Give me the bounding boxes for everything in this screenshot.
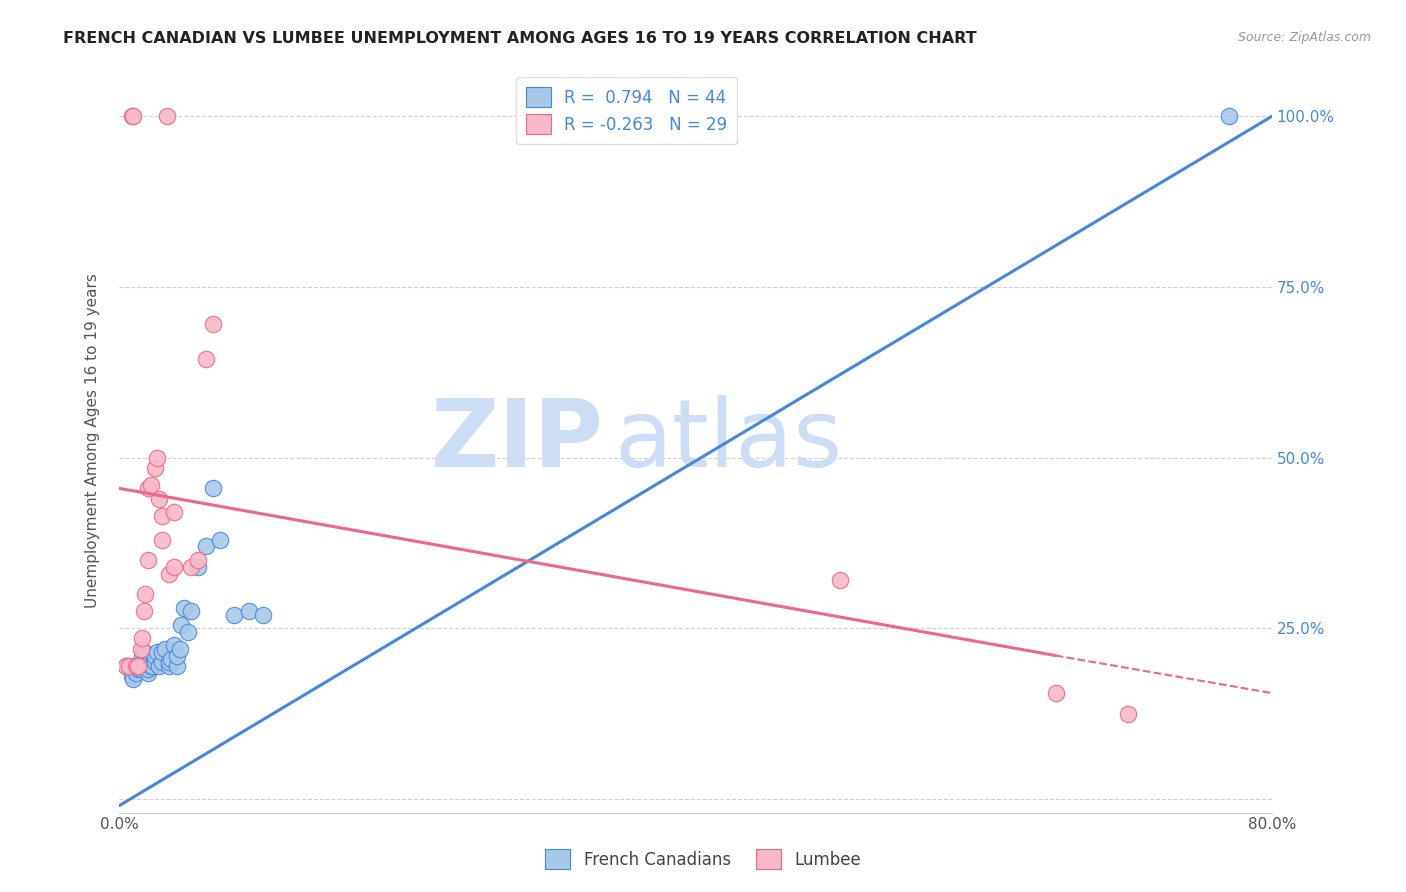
Point [143, 648, 166, 663]
Point [252, 607, 274, 622]
Point [129, 662, 152, 676]
Point [131, 632, 153, 646]
Point [150, 533, 173, 547]
Point [163, 638, 186, 652]
Point [148, 491, 170, 506]
Point [150, 645, 173, 659]
Point [145, 645, 167, 659]
Point [159, 658, 181, 673]
Y-axis label: Unemployment Among Ages 16 to 19 years: Unemployment Among Ages 16 to 19 years [86, 273, 100, 608]
Point [187, 559, 209, 574]
Point [169, 641, 191, 656]
Point [208, 533, 231, 547]
Point [121, 669, 143, 683]
Point [166, 658, 188, 673]
Point [194, 351, 217, 366]
Point [194, 539, 217, 553]
Point [136, 662, 159, 676]
Point [127, 658, 149, 673]
Legend: French Canadians, Lumbee: French Canadians, Lumbee [536, 838, 870, 880]
Point [201, 318, 224, 332]
Point [180, 559, 202, 574]
Point [136, 553, 159, 567]
Point [160, 652, 183, 666]
Point [1218, 109, 1240, 123]
Text: ZIP: ZIP [430, 394, 603, 486]
Text: atlas: atlas [614, 394, 844, 486]
Point [201, 481, 224, 495]
Point [155, 109, 177, 123]
Point [148, 658, 170, 673]
Text: FRENCH CANADIAN VS LUMBEE UNEMPLOYMENT AMONG AGES 16 TO 19 YEARS CORRELATION CHA: FRENCH CANADIAN VS LUMBEE UNEMPLOYMENT A… [63, 31, 977, 46]
Point [134, 658, 156, 673]
Point [121, 109, 143, 123]
Point [1045, 686, 1067, 700]
Point [125, 665, 148, 680]
Point [131, 648, 153, 663]
Point [139, 478, 162, 492]
Point [828, 574, 851, 588]
Point [135, 662, 157, 676]
Point [1116, 706, 1139, 721]
Point [180, 604, 202, 618]
Point [125, 658, 148, 673]
Point [118, 658, 141, 673]
Point [139, 658, 162, 673]
Point [238, 604, 260, 618]
Point [129, 641, 152, 656]
Point [118, 658, 141, 673]
Point [224, 607, 246, 622]
Point [132, 604, 155, 618]
Point [132, 645, 155, 659]
Point [129, 656, 152, 670]
Point [153, 641, 176, 656]
Point [136, 481, 159, 495]
Point [145, 450, 167, 465]
Point [143, 656, 166, 670]
Point [187, 553, 209, 567]
Point [170, 617, 193, 632]
Point [136, 665, 159, 680]
Point [159, 656, 181, 670]
Point [163, 505, 186, 519]
Text: Source: ZipAtlas.com: Source: ZipAtlas.com [1237, 31, 1371, 45]
Point [122, 109, 145, 123]
Point [115, 658, 138, 673]
Point [134, 587, 156, 601]
Point [143, 460, 166, 475]
Point [163, 559, 186, 574]
Legend: R =  0.794   N = 44, R = -0.263   N = 29: R = 0.794 N = 44, R = -0.263 N = 29 [516, 77, 737, 145]
Point [141, 658, 163, 673]
Point [127, 658, 149, 673]
Point [150, 508, 173, 523]
Point [122, 673, 145, 687]
Point [177, 624, 200, 639]
Point [159, 566, 181, 581]
Point [150, 656, 173, 670]
Point [120, 662, 142, 676]
Point [173, 600, 195, 615]
Point [127, 662, 149, 676]
Point [115, 658, 138, 673]
Point [166, 648, 188, 663]
